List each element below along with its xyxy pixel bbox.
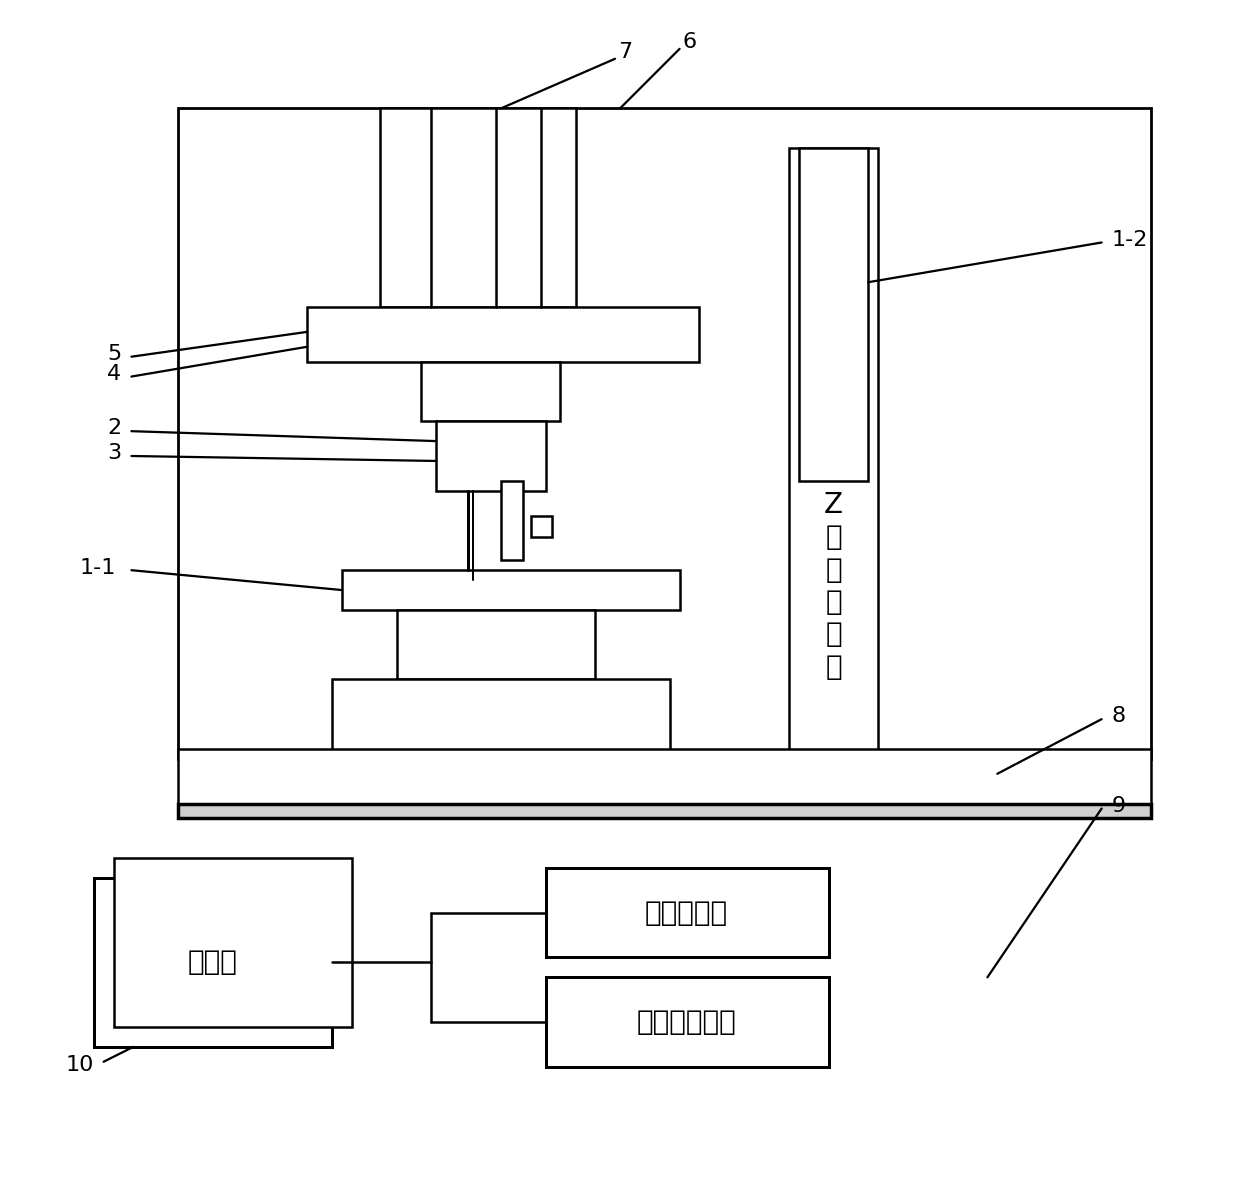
Bar [379, 109, 577, 307]
Bar [342, 570, 680, 610]
Bar [546, 868, 828, 958]
Text: 6: 6 [682, 32, 697, 51]
Text: Z
方
向
位
移
台: Z 方 向 位 移 台 [825, 490, 843, 681]
Text: 9: 9 [1111, 795, 1126, 816]
Text: 8: 8 [1111, 706, 1126, 726]
Text: 4: 4 [108, 364, 122, 384]
Bar [332, 679, 670, 753]
Text: 3: 3 [108, 443, 122, 463]
Bar [179, 749, 1151, 804]
Text: 运动控制器: 运动控制器 [645, 898, 728, 927]
Bar [308, 307, 699, 361]
Bar [789, 148, 878, 753]
Bar [179, 109, 1151, 759]
Bar [531, 515, 553, 537]
Text: 电化学工作站: 电化学工作站 [636, 1008, 737, 1036]
Text: 1-1: 1-1 [79, 559, 115, 578]
Text: 10: 10 [66, 1055, 94, 1075]
Bar [114, 859, 352, 1027]
Bar [179, 804, 1151, 818]
Text: 工控机: 工控机 [188, 948, 238, 976]
Bar [422, 361, 560, 421]
Text: 2: 2 [108, 419, 122, 438]
Text: 1-2: 1-2 [1111, 230, 1148, 250]
Bar [436, 421, 546, 490]
Bar [546, 977, 828, 1067]
Text: 5: 5 [107, 343, 122, 364]
Bar [799, 148, 868, 481]
Bar [397, 610, 595, 679]
Bar [501, 481, 523, 560]
Bar [94, 878, 332, 1046]
Text: 7: 7 [618, 42, 632, 62]
